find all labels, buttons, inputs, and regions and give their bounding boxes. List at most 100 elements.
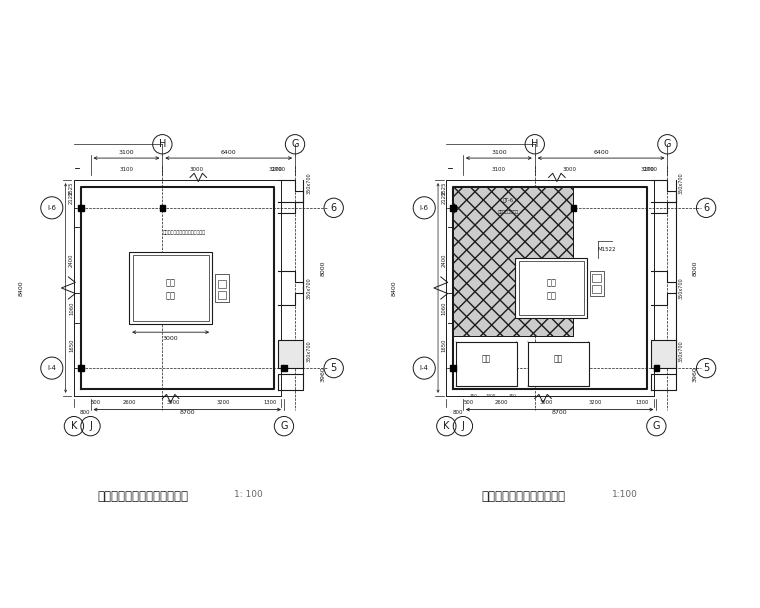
Text: 1300: 1300: [264, 400, 277, 405]
Text: 350x700: 350x700: [306, 172, 312, 194]
Text: G: G: [653, 421, 660, 431]
Text: 1650: 1650: [442, 339, 446, 352]
Bar: [278, 340, 303, 368]
Text: 天花贴坡顶构造层: 天花贴坡顶构造层: [497, 210, 518, 214]
Bar: [651, 340, 676, 368]
Text: 350x700: 350x700: [679, 277, 684, 299]
Bar: [592, 274, 601, 283]
Bar: [515, 258, 587, 319]
Text: G: G: [291, 139, 299, 149]
Text: 3100: 3100: [492, 167, 506, 172]
Bar: [528, 342, 589, 386]
Text: J: J: [89, 421, 92, 431]
Text: 3000: 3000: [166, 400, 180, 405]
Text: 3100: 3100: [119, 167, 134, 172]
Text: 8700: 8700: [552, 410, 568, 415]
Text: G: G: [280, 421, 288, 431]
Bar: [215, 274, 229, 302]
Text: 2525: 2525: [442, 181, 446, 195]
Text: 3200: 3200: [589, 400, 602, 405]
Text: 350x700: 350x700: [679, 340, 684, 362]
Text: 1:100: 1:100: [612, 489, 638, 499]
Text: 1060: 1060: [442, 301, 446, 314]
Text: K: K: [71, 421, 77, 431]
Text: 3200: 3200: [217, 400, 230, 405]
Text: 800: 800: [80, 410, 90, 415]
Text: M1522: M1522: [597, 247, 616, 252]
Text: 3000: 3000: [562, 167, 576, 172]
Bar: [453, 187, 574, 336]
Text: 3000: 3000: [539, 400, 553, 405]
Text: 超薄: 超薄: [546, 278, 556, 287]
Text: 2125: 2125: [69, 191, 74, 204]
Text: 8000: 8000: [320, 261, 325, 277]
Text: 8000: 8000: [692, 261, 698, 277]
Text: 5: 5: [331, 363, 337, 373]
Text: 8400: 8400: [391, 280, 396, 295]
Text: 6: 6: [331, 203, 337, 213]
Text: 2525: 2525: [69, 181, 74, 195]
Text: 3960: 3960: [692, 366, 698, 381]
Text: 3200: 3200: [641, 167, 655, 172]
Bar: [571, 205, 576, 210]
Text: K: K: [443, 421, 449, 431]
Text: 6400: 6400: [594, 150, 609, 155]
Text: 新增钢结构电梯一层平面图: 新增钢结构电梯一层平面图: [482, 489, 565, 503]
Text: 500: 500: [464, 400, 473, 405]
Text: G: G: [663, 139, 671, 149]
Text: 500: 500: [91, 400, 101, 405]
Text: 1700: 1700: [271, 167, 286, 172]
Text: 3000: 3000: [163, 336, 179, 341]
Text: I-4: I-4: [420, 365, 429, 371]
Text: 350: 350: [470, 395, 478, 398]
Text: 350x700: 350x700: [306, 277, 312, 299]
Text: 2600: 2600: [122, 400, 136, 405]
Bar: [281, 365, 287, 371]
Text: I-6: I-6: [420, 205, 429, 211]
Bar: [78, 365, 84, 371]
Text: 2400: 2400: [69, 254, 74, 267]
Text: 新增钢结构电梯负一层平面图: 新增钢结构电梯负一层平面图: [97, 489, 188, 503]
Text: 350: 350: [508, 395, 517, 398]
Text: 6: 6: [703, 203, 709, 213]
Text: 电梯: 电梯: [166, 292, 176, 301]
Text: 1300: 1300: [636, 400, 649, 405]
Bar: [654, 365, 659, 371]
Bar: [451, 205, 456, 210]
Text: 3000: 3000: [190, 167, 204, 172]
Text: 1700: 1700: [644, 167, 658, 172]
Text: 1300: 1300: [486, 395, 496, 398]
Text: 1650: 1650: [69, 339, 74, 352]
Text: 5: 5: [703, 363, 709, 373]
Text: H: H: [159, 139, 166, 149]
Text: 电梯: 电梯: [546, 292, 556, 301]
Text: 3960: 3960: [320, 366, 325, 381]
Bar: [592, 285, 601, 294]
Bar: [129, 252, 212, 324]
Text: I-4: I-4: [47, 365, 56, 371]
Bar: [519, 261, 584, 315]
Text: 350x700: 350x700: [306, 340, 312, 362]
Bar: [132, 255, 209, 320]
Text: 超薄: 超薄: [166, 278, 176, 287]
Text: 3100: 3100: [491, 150, 507, 155]
Text: 楼下一层楼板结构底面至楼板顶面: 楼下一层楼板结构底面至楼板顶面: [163, 230, 206, 235]
Bar: [590, 271, 604, 296]
Text: 1: 100: 1: 100: [234, 489, 263, 499]
Text: 6400: 6400: [221, 150, 236, 155]
Text: 新T-6: 新T-6: [502, 198, 514, 204]
Bar: [451, 365, 456, 371]
Bar: [217, 280, 226, 288]
Bar: [217, 291, 226, 299]
Text: 客梯: 客梯: [482, 354, 491, 363]
Text: 350x700: 350x700: [679, 172, 684, 194]
Text: 3200: 3200: [269, 167, 283, 172]
Bar: [78, 205, 84, 210]
Text: 1060: 1060: [69, 301, 74, 314]
Text: 2125: 2125: [442, 191, 446, 204]
Text: 800: 800: [452, 410, 463, 415]
Text: 8700: 8700: [179, 410, 195, 415]
Text: 2400: 2400: [442, 254, 446, 267]
Text: 8400: 8400: [19, 280, 24, 295]
Bar: [453, 187, 574, 336]
